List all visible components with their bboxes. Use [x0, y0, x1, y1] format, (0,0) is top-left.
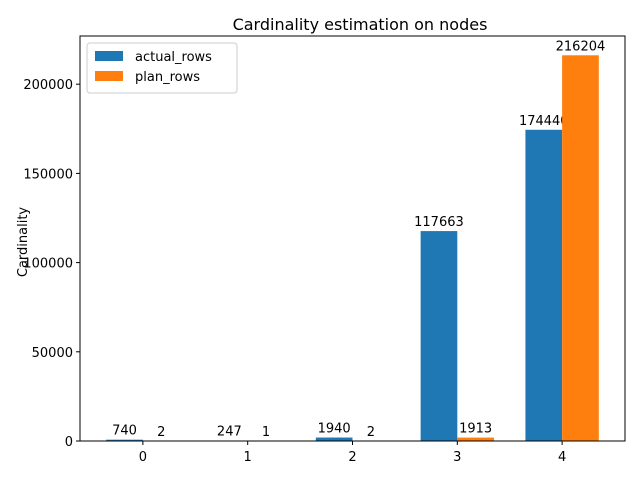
bar-actual_rows: [315, 437, 353, 441]
data-label-plan_rows: 1: [262, 425, 270, 440]
x-tick-label: 2: [348, 450, 356, 465]
plot-area: 0 50000 100000 150000 200000 0 1 2 3 4 740 247 1940 1…: [23, 39, 605, 465]
bar-plan_rows: [457, 437, 494, 441]
data-label-actual_rows: 740: [112, 424, 137, 439]
legend: actual_rows plan_rows: [86, 42, 238, 94]
data-label-actual_rows: 174440: [519, 114, 569, 129]
bar-actual_rows: [106, 439, 143, 441]
data-label-actual_rows: 117663: [414, 215, 464, 230]
data-label-plan_rows: 2: [367, 425, 375, 440]
bar-actual_rows: [420, 231, 458, 441]
y-tick-label: 100000: [23, 257, 73, 272]
y-tick-label: 150000: [23, 167, 73, 182]
data-label-plan_rows: 216204: [556, 39, 606, 54]
legend-swatch-plan_rows: [95, 71, 123, 81]
x-tick-label: 0: [139, 450, 147, 465]
legend-box: [86, 42, 238, 94]
plot-frame: [79, 35, 626, 442]
legend-label-actual_rows: actual_rows: [135, 50, 212, 65]
x-tick-label: 1: [244, 450, 252, 465]
legend-swatch-actual_rows: [95, 51, 123, 61]
y-tick-label: 50000: [32, 346, 73, 361]
x-tick-label: 4: [558, 450, 566, 465]
bar-actual_rows: [525, 129, 563, 441]
data-label-actual_rows: 247: [217, 425, 242, 440]
y-tick-label: 0: [65, 435, 73, 450]
y-tick-label: 200000: [23, 78, 73, 93]
chart-title: Cardinality estimation on nodes: [233, 15, 488, 34]
data-label-plan_rows: 2: [157, 425, 165, 440]
data-label-plan_rows: 1913: [459, 422, 492, 437]
bar-plan_rows: [562, 55, 599, 442]
data-label-actual_rows: 1940: [318, 422, 351, 437]
legend-label-plan_rows: plan_rows: [135, 70, 200, 85]
x-tick-label: 3: [453, 450, 461, 465]
y-axis-label: Cardinality: [16, 207, 31, 278]
